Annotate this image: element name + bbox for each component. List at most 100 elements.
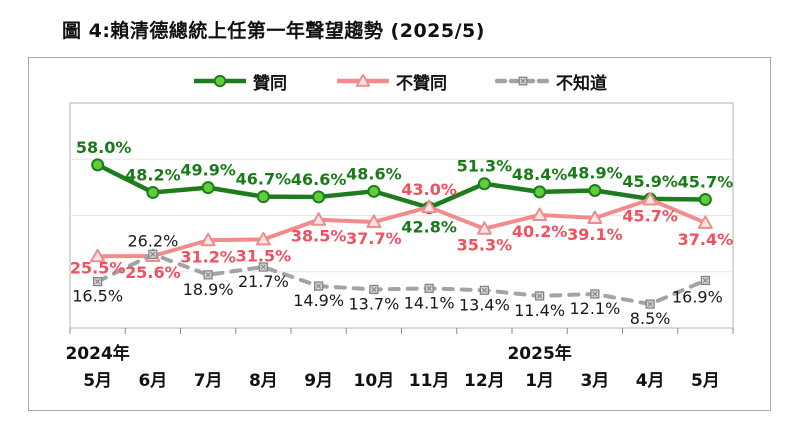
disapprove-value-label: 25.5% bbox=[70, 258, 126, 277]
unknown-value-label: 11.4% bbox=[514, 301, 565, 320]
disapprove-value-label: 40.2% bbox=[512, 222, 568, 241]
unknown-marker-x bbox=[95, 279, 101, 285]
approve-legend-marker-icon bbox=[194, 74, 246, 88]
disapprove-value-label: 45.7% bbox=[622, 206, 678, 225]
approve-value-label: 58.0% bbox=[76, 138, 132, 157]
approve-value-label: 46.6% bbox=[291, 170, 347, 189]
legend: 贊同 不贊同 不知道 bbox=[28, 66, 771, 96]
unknown-marker-x bbox=[205, 272, 211, 278]
disapprove-marker bbox=[366, 214, 382, 228]
unknown-marker-x bbox=[702, 277, 708, 284]
unknown-legend-marker-icon bbox=[495, 76, 551, 86]
disapprove-marker bbox=[90, 248, 106, 263]
unknown-value-label: 13.4% bbox=[459, 295, 510, 314]
disapprove-marker bbox=[697, 215, 713, 229]
disapprove-legend-marker-icon bbox=[337, 73, 389, 87]
unknown-value-label: 16.5% bbox=[72, 287, 123, 306]
approve-marker bbox=[698, 192, 712, 206]
legend-label-unknown: 不知道 bbox=[556, 73, 607, 94]
disapprove-value-label: 37.7% bbox=[346, 229, 402, 248]
approve-value-label: 48.6% bbox=[346, 164, 402, 183]
unknown-marker-x bbox=[260, 264, 266, 270]
year-label: 2025年 bbox=[507, 343, 571, 364]
disapprove-value-label: 35.3% bbox=[457, 236, 513, 255]
unknown-value-label: 21.7% bbox=[238, 272, 289, 291]
x-tick-label: 12月 bbox=[464, 371, 505, 391]
unknown-value-label: 16.9% bbox=[672, 287, 723, 306]
legend-item-disapprove: 不贊同 bbox=[335, 69, 447, 94]
approve-marker bbox=[477, 177, 491, 191]
approve-value-label: 42.8% bbox=[401, 218, 457, 237]
disapprove-value-label: 39.1% bbox=[567, 225, 623, 244]
disapprove-legend-marker bbox=[355, 73, 371, 87]
approve-value-label: 51.3% bbox=[457, 157, 513, 176]
disapprove-marker bbox=[587, 210, 603, 225]
disapprove-marker bbox=[532, 207, 548, 221]
unknown-legend-marker-x bbox=[520, 78, 526, 84]
disapprove-marker bbox=[476, 221, 492, 235]
x-tick-label: 1月 bbox=[525, 371, 554, 391]
approve-value-label: 48.2% bbox=[125, 165, 181, 184]
x-tick-label: 10月 bbox=[354, 371, 395, 391]
unknown-value-label: 18.9% bbox=[183, 280, 234, 299]
x-tick-label: 5月 bbox=[83, 371, 112, 391]
disapprove-value-label: 38.5% bbox=[291, 227, 347, 246]
x-tick-label: 5月 bbox=[691, 371, 720, 391]
unknown-marker-x bbox=[316, 283, 322, 289]
page-title: 圖 4:賴清德總統上任第一年聲望趨勢 (2025/5) bbox=[62, 20, 485, 42]
approve-marker bbox=[533, 185, 547, 199]
unknown-value-label: 14.9% bbox=[293, 291, 344, 310]
approve-value-label: 49.9% bbox=[180, 161, 236, 180]
unknown-marker-x bbox=[150, 251, 156, 257]
disapprove-value-label: 43.0% bbox=[401, 180, 457, 199]
x-tick-label: 6月 bbox=[138, 371, 167, 391]
disapprove-marker bbox=[255, 231, 271, 246]
approve-value-label: 46.7% bbox=[236, 170, 292, 189]
disapprove-value-label: 25.6% bbox=[125, 263, 181, 282]
approve-line bbox=[96, 162, 706, 210]
x-tick-label: 9月 bbox=[304, 371, 333, 391]
year-label: 2024年 bbox=[65, 343, 129, 364]
legend-item-unknown: 不知道 bbox=[495, 69, 607, 94]
approve-value-label: 45.7% bbox=[678, 172, 734, 191]
unknown-line bbox=[95, 252, 708, 307]
legend-label-approve: 贊同 bbox=[253, 73, 287, 94]
approve-legend-marker bbox=[213, 74, 227, 88]
disapprove-value-label: 31.2% bbox=[180, 247, 236, 266]
unknown-marker-x bbox=[647, 301, 653, 307]
x-tick-label: 3月 bbox=[580, 371, 609, 391]
disapprove-marker bbox=[311, 212, 327, 226]
disapprove-value-label: 31.5% bbox=[236, 246, 292, 265]
approve-value-label: 48.4% bbox=[512, 165, 568, 184]
approve-marker bbox=[367, 184, 381, 198]
x-tick-label: 4月 bbox=[636, 371, 665, 391]
legend-item-approve: 贊同 bbox=[192, 69, 287, 94]
x-tick-label: 11月 bbox=[409, 371, 450, 391]
legend-label-disapprove: 不贊同 bbox=[396, 73, 447, 94]
disapprove-value-label: 37.4% bbox=[678, 230, 734, 249]
approve-value-label: 48.9% bbox=[567, 163, 623, 182]
disapprove-marker bbox=[421, 199, 437, 214]
approve-marker bbox=[588, 183, 602, 197]
unknown-value-label: 12.1% bbox=[569, 299, 620, 318]
disapprove-marker bbox=[200, 232, 216, 247]
unknown-marker-x bbox=[481, 287, 487, 293]
unknown-value-label: 26.2% bbox=[127, 231, 178, 250]
unknown-marker-x bbox=[371, 286, 377, 293]
disapprove-marker bbox=[642, 191, 658, 206]
approve-value-label: 45.9% bbox=[622, 172, 678, 191]
unknown-value-label: 14.1% bbox=[404, 293, 455, 312]
unknown-value-label: 8.5% bbox=[630, 309, 671, 328]
approve-marker bbox=[91, 158, 105, 172]
approve-marker bbox=[201, 181, 215, 195]
x-tick-label: 8月 bbox=[249, 371, 278, 391]
approve-marker bbox=[312, 190, 326, 204]
unknown-marker-x bbox=[537, 293, 543, 299]
unknown-value-label: 13.7% bbox=[348, 294, 399, 313]
disapprove-line bbox=[97, 197, 707, 259]
approve-marker bbox=[256, 190, 270, 204]
unknown-marker-x bbox=[426, 285, 432, 291]
unknown-marker-x bbox=[592, 291, 598, 297]
approve-marker bbox=[146, 185, 160, 199]
